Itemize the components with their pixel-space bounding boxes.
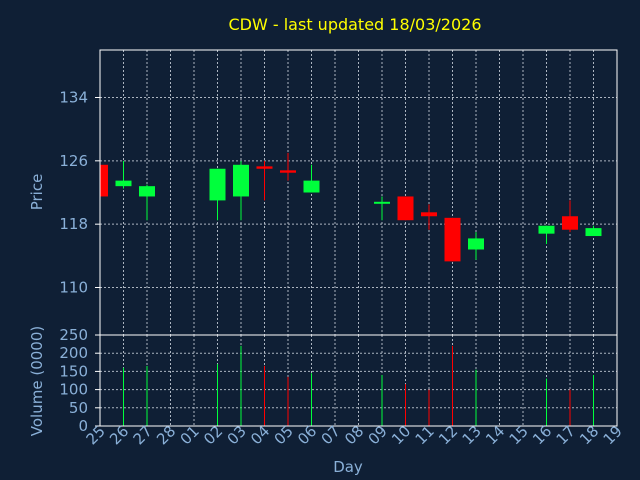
candle-body (256, 166, 273, 169)
price-tick-label: 126 (59, 152, 88, 170)
candle-body (421, 212, 437, 217)
candle-body (397, 196, 414, 221)
volume-tick-label: 0 (78, 417, 88, 435)
candle-body (562, 216, 578, 230)
candle-body (374, 201, 390, 204)
price-tick-label: 118 (59, 215, 88, 233)
volume-tick-label: 100 (59, 381, 88, 399)
volume-tick-label: 50 (69, 399, 88, 417)
candle-body (115, 180, 132, 187)
candle-body (585, 228, 602, 237)
candle-body (233, 164, 249, 197)
candle-body (303, 180, 320, 193)
price-tick-label: 134 (59, 89, 88, 107)
volume-tick-label: 200 (59, 344, 88, 362)
volume-panel-frame (99, 334, 618, 427)
candle-body (444, 217, 461, 262)
price-axis-label: Price (28, 174, 46, 211)
chart-title: CDW - last updated 18/03/2026 (228, 15, 481, 34)
price-panel: 110 118 126 134 Price (28, 49, 618, 336)
price-tick-label: 110 (59, 279, 88, 297)
x-axis-ticks: 2526272801020304050607080910111213141516… (83, 422, 626, 448)
candle-body (280, 170, 296, 173)
candle-body (139, 186, 155, 197)
candle-body (209, 168, 226, 201)
volume-axis-label: Volume (0000) (28, 326, 46, 436)
candle-body (468, 238, 484, 250)
candle-body (100, 164, 108, 197)
candle-body (538, 225, 555, 234)
price-panel-frame (99, 49, 618, 336)
x-axis-label: Day (333, 458, 363, 476)
volume-tick-label: 150 (59, 362, 88, 380)
volume-tick-label: 250 (59, 326, 88, 344)
